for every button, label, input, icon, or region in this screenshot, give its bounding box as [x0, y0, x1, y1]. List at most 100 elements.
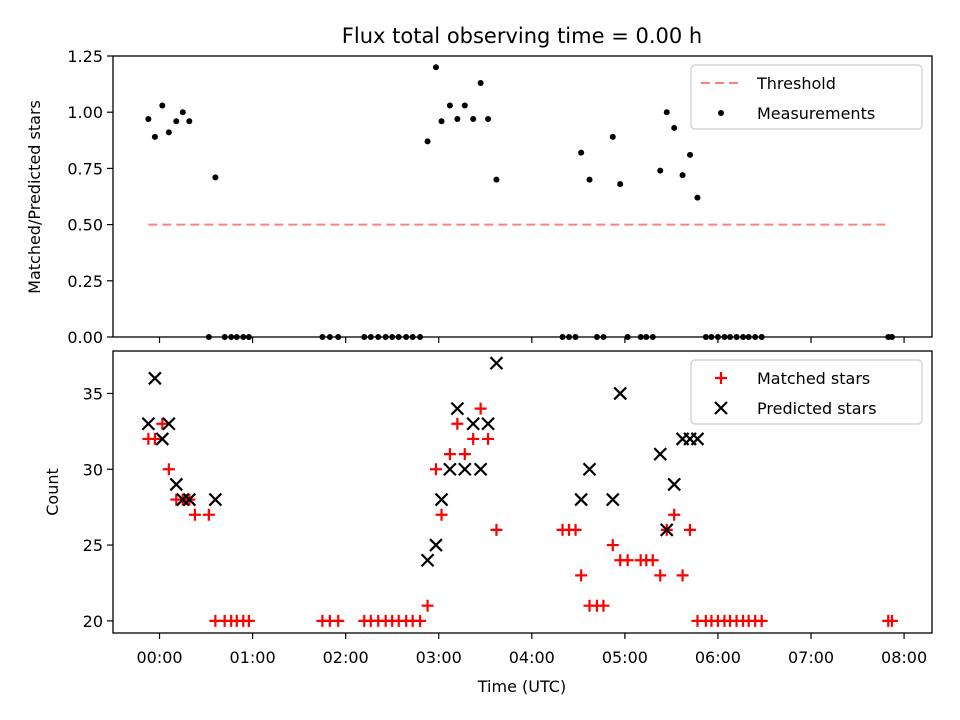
matched-star-point [242, 614, 255, 627]
measurement-point [694, 194, 701, 201]
predicted-star-point [429, 538, 443, 552]
matched-star-point [156, 417, 169, 430]
predicted-star-point [443, 462, 457, 477]
figure-title: Flux total observing time = 0.00 h [342, 24, 702, 48]
matched-star-point [474, 402, 487, 415]
top-y-tick-label: 1.00 [67, 103, 103, 122]
predicted-star-point [690, 432, 705, 446]
matched-star-point [621, 554, 634, 567]
predicted-star-point [574, 492, 588, 507]
top-plot-frame [112, 55, 933, 338]
measurement-point [165, 129, 172, 136]
measurement-point [461, 102, 468, 109]
x-tick-label: 06:00 [695, 648, 741, 667]
top-y-tick-label: 0.50 [67, 216, 103, 235]
legend-label: Threshold [756, 74, 836, 93]
matched-star-point [458, 448, 471, 461]
matched-star-point [429, 463, 442, 476]
matched-star-point [482, 432, 495, 445]
measurement-point [617, 181, 624, 188]
predicted-star-point [659, 523, 674, 537]
measurement-point [485, 115, 492, 122]
predicted-star-point [613, 386, 627, 401]
top-y-axis-label: Matched/Predicted stars [25, 100, 44, 294]
top-legend: Threshold Measurements [690, 64, 923, 130]
measurement-point [179, 109, 186, 116]
legend-predicted-swatch [714, 401, 728, 415]
matched-star-point [597, 599, 610, 612]
measurement-point [657, 167, 664, 174]
legend-label: Measurements [757, 104, 875, 123]
top-y-tick-label: 0.25 [67, 272, 103, 291]
x-tick-label: 02:00 [323, 648, 369, 667]
predicted-star-point [582, 462, 597, 477]
measurement-point [477, 79, 484, 86]
measurement-point [586, 176, 593, 183]
top-legend-box [690, 64, 923, 130]
bottom-legend-box [690, 359, 923, 425]
bottom-series-predicted-stars [141, 356, 705, 568]
matched-star-point [654, 569, 667, 582]
measurement-point [493, 176, 500, 183]
matched-star-point [467, 432, 480, 445]
ratio-panel: 0.00 0.25 0.50 0.75 1.00 1.25 Threshold Measure… [67, 47, 933, 347]
bottom-y-axis-label: Count [43, 468, 62, 516]
matched-star-point [332, 614, 345, 627]
predicted-star-point [434, 492, 449, 507]
matched-star-point [435, 508, 448, 521]
x-tick-label: 07:00 [788, 648, 834, 667]
bottom-plot-frame [112, 350, 933, 634]
predicted-star-point [155, 432, 170, 446]
top-y-tick-label: 0.75 [67, 159, 103, 178]
measurement-point [446, 102, 453, 109]
measurement-point [578, 149, 585, 156]
measurement-point [687, 151, 694, 158]
measurement-point [470, 115, 477, 122]
predicted-star-point [466, 416, 480, 431]
matched-star-point [490, 523, 503, 536]
matched-star-point [676, 569, 689, 582]
bottom-series-matched-stars [142, 402, 898, 627]
matched-star-point [443, 448, 456, 461]
measurement-point [186, 118, 193, 125]
legend-label: Matched stars [757, 369, 870, 388]
measurement-point [454, 115, 461, 122]
legend-label: Predicted stars [757, 399, 877, 418]
legend-measurement-swatch [718, 110, 724, 116]
x-tick-label: 03:00 [416, 648, 462, 667]
measurement-point [424, 138, 431, 145]
measurement-point [212, 174, 219, 181]
measurement-point [663, 109, 670, 116]
predicted-star-point [148, 371, 162, 386]
bottom-y-tick-label: 30 [83, 460, 103, 479]
x-tick-label: 04:00 [509, 648, 555, 667]
matched-star-point [575, 569, 588, 582]
measurement-point [145, 115, 152, 122]
matched-star-point [188, 508, 201, 521]
predicted-star-point [458, 462, 472, 477]
measurement-point [173, 118, 180, 125]
predicted-star-point [667, 477, 681, 492]
predicted-star-point [653, 447, 668, 461]
matched-star-point [421, 599, 434, 612]
predicted-star-point [162, 416, 176, 431]
bottom-y-tick-label: 20 [83, 612, 103, 631]
predicted-star-point [605, 492, 620, 507]
predicted-star-point [420, 553, 435, 568]
matched-star-point [755, 614, 768, 627]
measurement-point [159, 102, 166, 109]
bottom-y-tick-label: 25 [83, 536, 103, 555]
measurement-point [151, 133, 158, 140]
bottom-y-tick-label: 35 [83, 384, 103, 403]
x-tick-label: 05:00 [602, 648, 648, 667]
measurement-point [438, 118, 445, 125]
top-y-tick-label: 1.25 [67, 47, 103, 66]
x-tick-label: 00:00 [136, 648, 182, 667]
matched-star-point [162, 463, 175, 476]
predicted-star-point [473, 462, 488, 477]
predicted-star-point [141, 416, 156, 431]
count-panel: 20 25 30 35 00:00 01:00 02:00 03:00 04:00 05:00 06… [83, 350, 933, 667]
predicted-star-point [169, 477, 184, 492]
measurement-point [609, 133, 616, 140]
